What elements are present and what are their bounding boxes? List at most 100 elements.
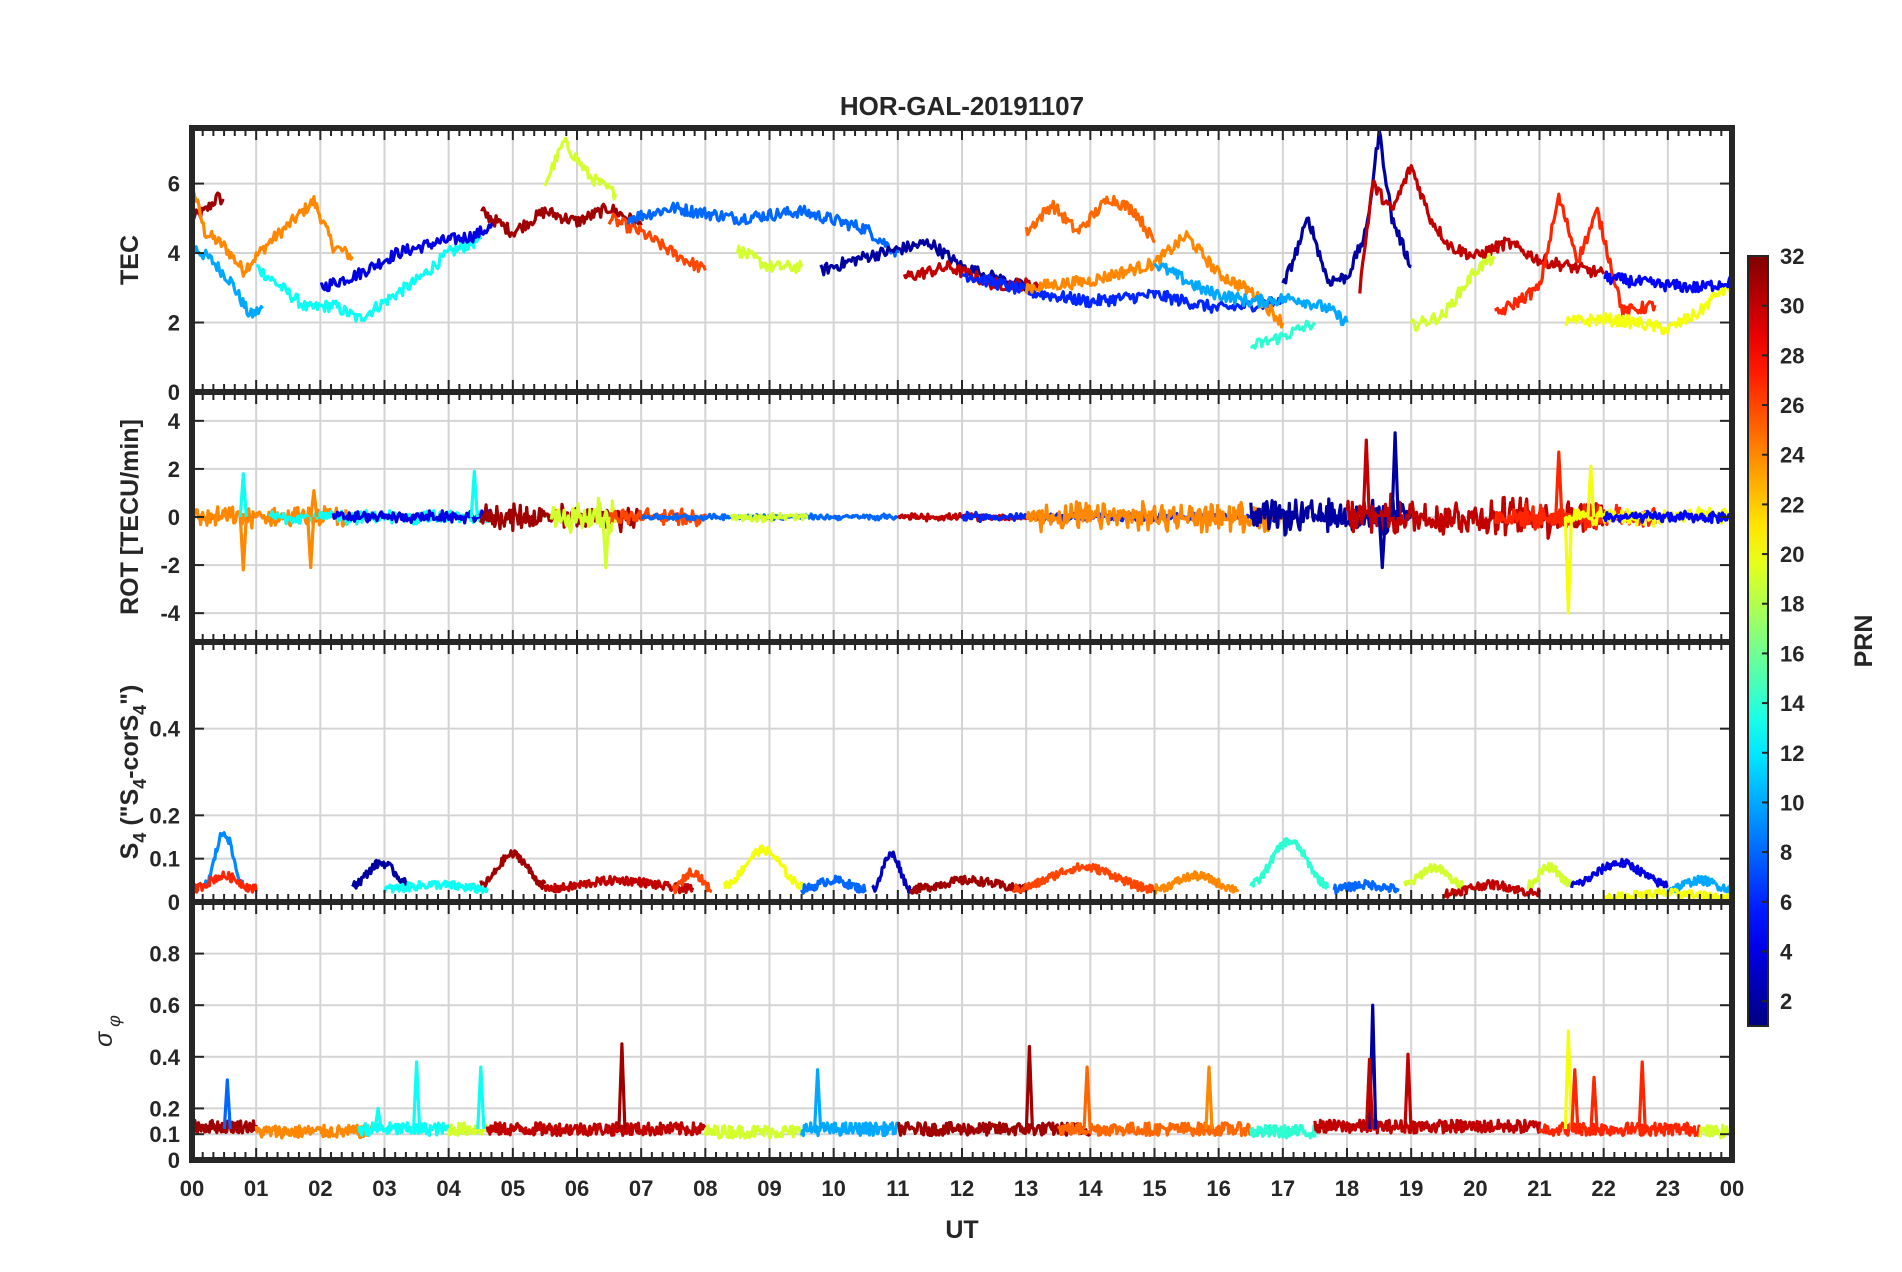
x-tick-label: 16 [1206,1176,1230,1201]
series-prn-19 [703,1124,804,1140]
colorbar-tick-label: 8 [1780,840,1792,865]
spike-prn-30 [1403,1052,1413,1130]
colorbar-tick-label: 2 [1780,989,1792,1014]
x-tick-label: 06 [565,1176,589,1201]
y-tick-label: 0 [168,380,180,405]
series-prn-8 [626,201,900,258]
panel-4: 00.10.2 0.4 0.6 0.8 σ φ [90,899,1735,1173]
series-prn-19 [729,511,809,524]
y-tick-label: 0 [168,1148,180,1173]
spike-prn-27 [1637,1060,1647,1130]
series-prn-19 [1698,1123,1732,1140]
colorbar-label: PRN [1850,615,1878,668]
colorbar-tick-label: 10 [1780,790,1804,815]
colorbar-tick-label: 16 [1780,641,1804,666]
series-prn-20 [1564,282,1732,336]
spike-prn-30 [1361,438,1371,518]
series-prn-13 [382,879,489,895]
series-prn-10 [1666,874,1732,895]
colorbar-tick-label: 12 [1780,741,1804,766]
y-tick-label: 4 [168,241,181,266]
spike-prn-24 [238,516,248,572]
series-prn-27 [1537,1121,1702,1138]
spike-prn-24 [306,516,316,570]
x-tick-label: 21 [1527,1176,1551,1201]
spike-prn-30 [1364,1057,1375,1130]
series-prn-10 [192,243,264,319]
x-tick-label: 00 [180,1176,204,1201]
panel-1: 0 2 4 6 TEC [116,125,1735,405]
series-prn-4 [319,221,495,293]
x-tick-label: 15 [1142,1176,1166,1201]
series-prn-26 [607,212,707,273]
y-tick-label: 0.2 [149,1096,180,1121]
series-prn-24 [192,505,348,530]
series-prn-8 [800,874,867,895]
series-prn-4 [1570,857,1669,889]
series-prn-19 [735,244,804,275]
x-tick-label: 05 [501,1176,525,1201]
x-tick-label: 22 [1591,1176,1615,1201]
y-tick-label: 2 [168,311,180,336]
y-tick-label: 0.6 [149,993,180,1018]
y-axis-label: S4 ("S4-corS4") [116,685,150,860]
x-tick-label: 18 [1335,1176,1359,1201]
colorbar-tick-label: 6 [1780,890,1792,915]
series-prn-31 [897,1120,1092,1138]
panel-data [192,431,1732,615]
series-prn-10 [800,1121,900,1138]
y-tick-label: 4 [168,409,181,434]
series-prn-4 [331,509,496,525]
x-tick-label: 17 [1271,1176,1295,1201]
panel-data [192,831,1732,902]
y-tick-label: -4 [160,601,180,626]
spike-prn-31 [617,1042,627,1130]
panel-3: 0 0.1 0.2 0.4S4 ("S4-corS4") [116,639,1735,915]
series-prn-13 [255,232,483,323]
colorbar-tick-label: 32 [1780,244,1804,269]
x-axis-label: UT [945,1216,978,1244]
y-tick-label: 2 [168,457,180,482]
y-axis-label: σ φ [90,1015,124,1047]
series-prn-8 [1332,878,1400,895]
series-prn-5 [1603,270,1732,294]
series-prn-30 [1358,164,1606,294]
spike-prn-13 [412,1060,422,1130]
series-prn-14 [1249,1123,1317,1140]
colorbar-tick-label: 20 [1780,542,1804,567]
series-prn-19 [1525,861,1574,890]
series-prn-24 [254,1123,374,1140]
y-axis-label: TEC [116,235,144,285]
x-tick-label: 01 [244,1176,268,1201]
series-prn-19 [447,1121,489,1137]
spike-prn-20 [1563,516,1573,615]
spike-prn-27 [1570,1068,1580,1130]
series-prn-6 [961,272,1285,314]
x-tick-label: 02 [308,1176,332,1201]
series-prn-5 [1602,509,1732,525]
y-tick-label: 0 [168,505,180,530]
colorbar-tick-label: 24 [1780,443,1805,468]
series-prn-14 [1249,836,1330,890]
x-tick-label: 07 [629,1176,653,1201]
colorbar-tick-label: 14 [1780,691,1805,716]
series-prn-2 [819,238,1028,292]
spike-prn-2 [1377,516,1387,570]
y-tick-label: 0.4 [149,717,180,742]
x-tick-label: 14 [1078,1176,1103,1201]
spike-prn-27 [1554,450,1564,518]
y-tick-label: 0.2 [149,803,180,828]
spike-prn-31 [1024,1044,1034,1130]
spike-prn-13 [373,1106,383,1130]
colorbar-tick-label: 30 [1780,294,1804,319]
spike-prn-2 [1390,431,1400,518]
series-prn-19 [549,496,618,536]
x-tick-label: 13 [1014,1176,1038,1201]
series-prn-25 [1024,194,1156,244]
series-prn-26 [671,867,713,895]
series-prn-31 [192,191,225,222]
series-prn-10 [1153,262,1349,327]
y-tick-label: 0 [168,890,180,915]
series-prn-27 [192,870,258,894]
